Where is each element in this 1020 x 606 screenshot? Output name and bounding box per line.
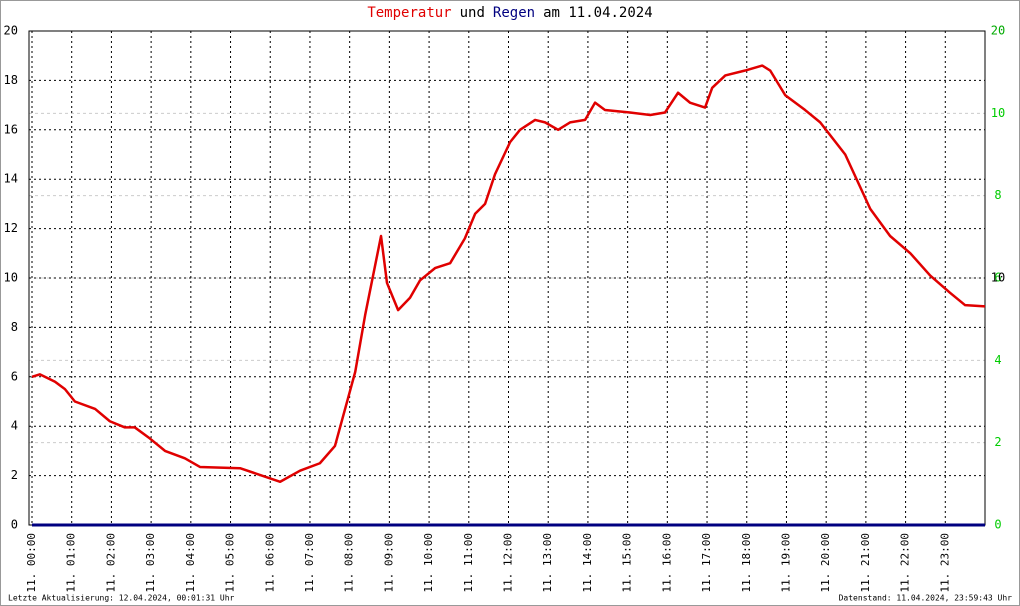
x-tick-label: 11. 08:00 (343, 533, 356, 593)
x-tick-label: 11. 16:00 (660, 533, 673, 593)
chart-title: Temperatur und Regen am 11.04.2024 (367, 5, 652, 21)
x-tick-label: 11. 06:00 (263, 533, 276, 593)
x-tick-label: 11. 07:00 (303, 533, 316, 593)
x-tick-label: 11. 23:00 (938, 533, 951, 593)
y2-tick-label: 4 (994, 353, 1001, 367)
y2-tick-label: 10 (991, 106, 1005, 120)
y-tick-label: 0 (11, 518, 18, 532)
x-tick-label: 11. 04:00 (184, 533, 197, 593)
title-part: am 11.04.2024 (543, 5, 653, 21)
y2-top-label: 20 (991, 24, 1005, 38)
x-tick-label: 11. 10:00 (422, 533, 435, 593)
y2-tick-label: 2 (994, 435, 1001, 449)
y-tick-label: 16 (4, 122, 18, 136)
x-tick-label: 11. 00:00 (25, 533, 38, 593)
x-tick-label: 11. 15:00 (621, 533, 634, 593)
x-tick-label: 11. 14:00 (581, 533, 594, 593)
x-tick-label: 11. 18:00 (740, 533, 753, 593)
x-tick-label: 11. 22:00 (899, 533, 912, 593)
y-tick-label: 12 (4, 221, 18, 235)
y2-tick-label: 6 (994, 271, 1001, 285)
y2-tick-label: 8 (994, 188, 1001, 202)
x-tick-label: 11. 11:00 (462, 533, 475, 593)
footer-right: Datenstand: 11.04.2024, 23:59:43 Uhr (839, 594, 1013, 603)
x-tick-label: 11. 20:00 (819, 533, 832, 593)
x-tick-label: 11. 01:00 (65, 533, 78, 593)
footer-left: Letzte Aktualisierung: 12.04.2024, 00:01… (8, 594, 235, 603)
x-tick-label: 11. 09:00 (382, 533, 395, 593)
y-tick-label: 10 (4, 271, 18, 285)
y-tick-label: 18 (4, 73, 18, 87)
line-series (31, 64, 986, 484)
title-part: Temperatur (367, 5, 451, 21)
y2-mid-label: 10 (991, 271, 1005, 285)
x-tick-label: 11. 02:00 (104, 533, 117, 593)
y-tick-label: 14 (4, 172, 18, 186)
x-tick-label: 11. 03:00 (144, 533, 157, 593)
y-tick-label: 2 (11, 468, 18, 482)
x-tick-label: 11. 12:00 (502, 533, 515, 593)
y-tick-label: 8 (11, 320, 18, 334)
y-tick-label: 20 (4, 24, 18, 38)
x-tick-label: 11. 05:00 (224, 533, 237, 593)
y-tick-label: 6 (11, 369, 18, 383)
x-tick-label: 11. 17:00 (700, 533, 713, 593)
y2-tick-label: 0 (994, 518, 1001, 532)
x-tick-label: 11. 19:00 (779, 533, 792, 593)
title-part: Regen (493, 5, 535, 21)
x-tick-label: 11. 13:00 (541, 533, 554, 593)
x-tick-label: 11. 21:00 (859, 533, 872, 593)
y-tick-label: 4 (11, 419, 18, 433)
title-part: und (460, 5, 485, 21)
